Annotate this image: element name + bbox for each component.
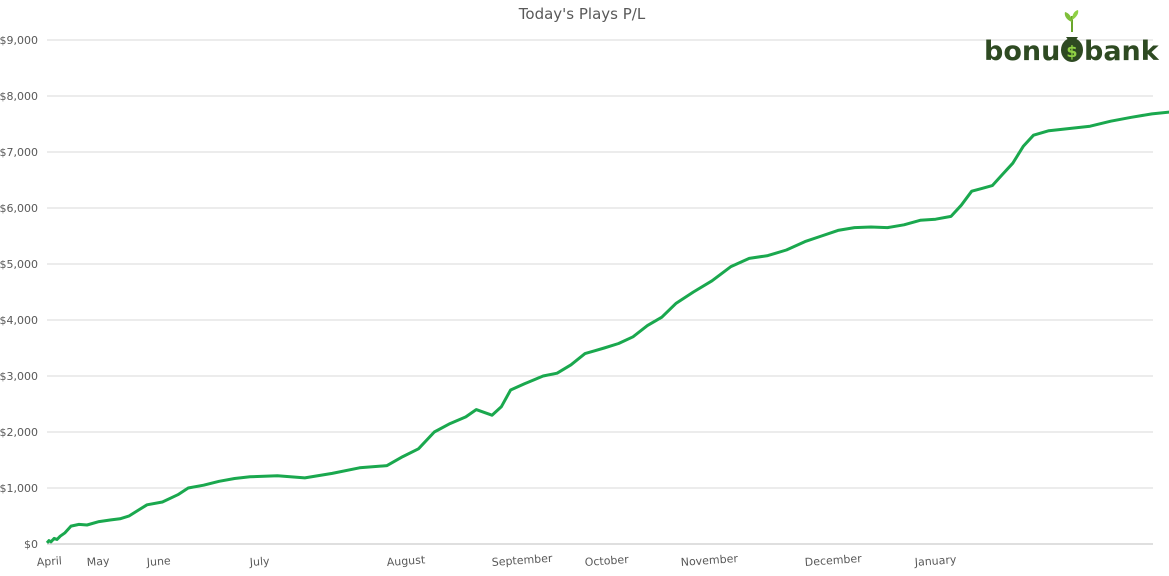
- svg-text:$: $: [1066, 42, 1077, 61]
- y-tick-label: $0: [24, 538, 38, 551]
- chart-title: Today's Plays P/L: [518, 5, 646, 23]
- y-tick-label: $6,000: [0, 202, 38, 215]
- bonusbank-logo: bonu $ bank: [984, 10, 1160, 67]
- y-axis-ticks: $0 $1,000 $2,000 $3,000 $4,000 $5,000 $6,000 $7…: [0, 34, 38, 551]
- logo-text: bonu: [984, 36, 1060, 67]
- x-tick-label: December: [804, 552, 862, 569]
- y-tick-label: $8,000: [0, 90, 38, 103]
- y-tick-label: $4,000: [0, 314, 38, 327]
- x-tick-label: May: [86, 554, 110, 569]
- x-tick-label: October: [584, 553, 629, 569]
- x-tick-label: November: [680, 552, 738, 569]
- y-tick-label: $5,000: [0, 258, 38, 271]
- x-tick-label: July: [248, 555, 270, 569]
- gridlines: [47, 39, 1153, 545]
- x-tick-label: January: [913, 553, 957, 569]
- x-tick-label: June: [145, 554, 171, 569]
- x-axis-ticks: April May June July August September October No…: [36, 552, 957, 569]
- y-tick-label: $3,000: [0, 370, 38, 383]
- y-tick-label: $9,000: [0, 34, 38, 47]
- series-layer: [45, 110, 1169, 544]
- sprout-icon: [1064, 10, 1079, 32]
- y-tick-label: $7,000: [0, 146, 38, 159]
- y-tick-label: $1,000: [0, 482, 38, 495]
- series-line: [45, 110, 1169, 544]
- money-bag-icon: $: [1061, 37, 1083, 62]
- logo-text-2: bank: [1084, 36, 1160, 67]
- x-tick-label: April: [36, 554, 62, 569]
- x-tick-label: September: [491, 552, 553, 569]
- x-tick-label: August: [386, 553, 426, 569]
- y-tick-label: $2,000: [0, 426, 38, 439]
